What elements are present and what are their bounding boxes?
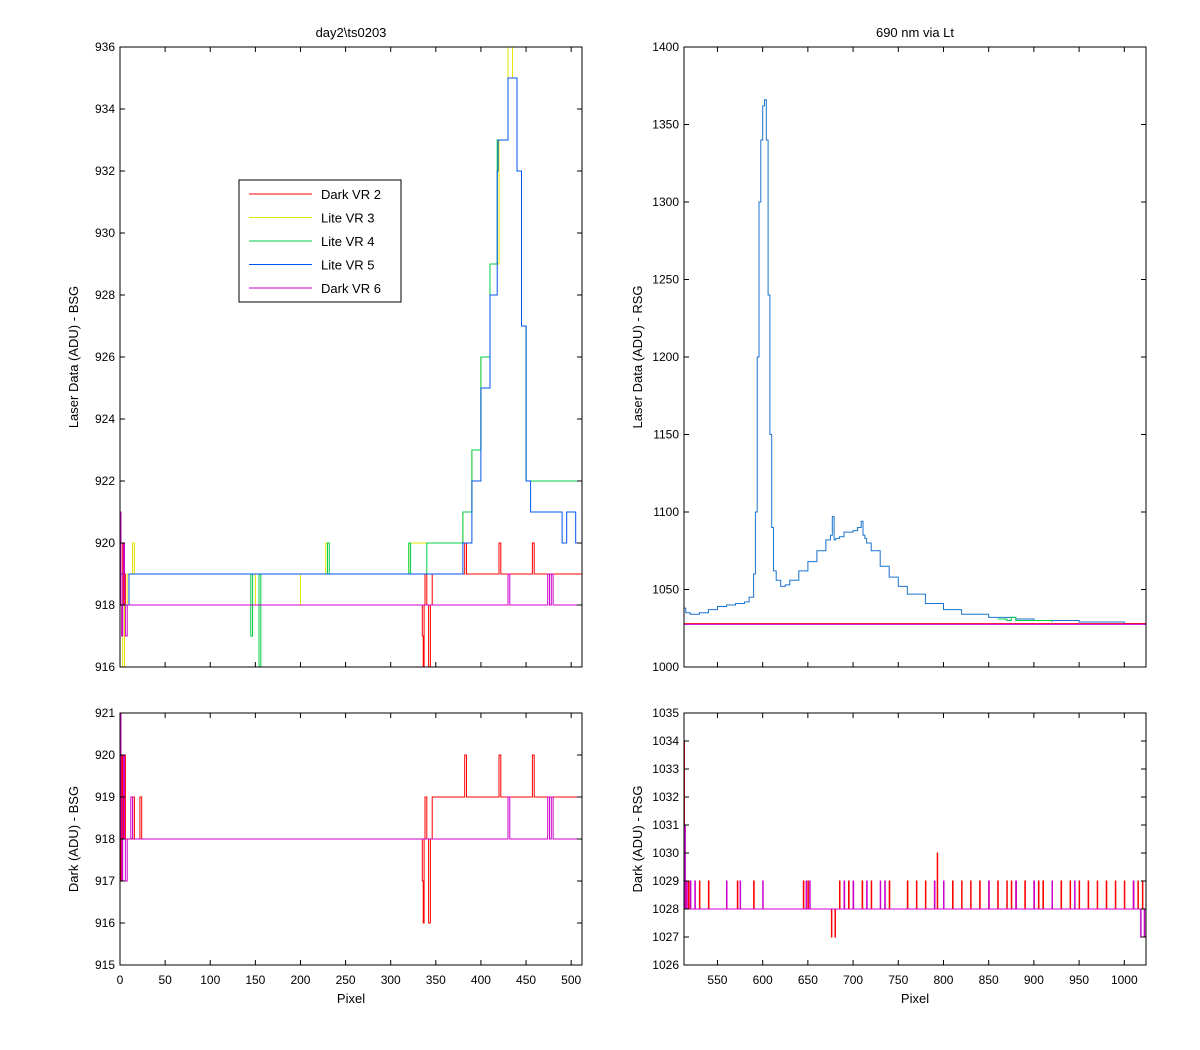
y-tick-label: 1026: [652, 958, 679, 972]
axes-frame: [683, 712, 1147, 966]
series-line-lite-vr-4: [997, 616, 1053, 622]
y-tick-label: 916: [95, 916, 115, 930]
x-tick-label: 550: [707, 973, 727, 987]
y-tick-label: 924: [95, 412, 115, 426]
y-tick-label: 1029: [652, 874, 679, 888]
y-axis-label: Dark (ADU) - BSG: [66, 786, 81, 892]
y-tick-label: 917: [95, 874, 115, 888]
y-tick-label: 916: [95, 660, 115, 674]
y-tick-label: 1032: [652, 790, 679, 804]
legend-label-lite-vr-5: Lite VR 5: [321, 258, 374, 273]
y-tick-label: 920: [95, 748, 115, 762]
x-tick-label: 400: [471, 973, 491, 987]
y-tick-label: 932: [95, 164, 115, 178]
x-axis-label: Pixel: [337, 991, 365, 1006]
y-tick-label: 1033: [652, 762, 679, 776]
x-tick-label: 350: [426, 973, 446, 987]
x-tick-label: 0: [117, 973, 124, 987]
series-line-lite-vr-5: [684, 99, 1146, 625]
y-tick-label: 1000: [652, 660, 679, 674]
chart-title: day2\ts0203: [316, 25, 387, 40]
series-group: [684, 740, 1146, 938]
series-line-dark-vr-6: [120, 511, 582, 637]
legend: Dark VR 2 Lite VR 3 Lite VR 4 Lite VR 5 Dark…: [238, 179, 402, 303]
y-tick-label: 1300: [652, 195, 679, 209]
x-tick-label: 900: [1024, 973, 1044, 987]
legend-label-lite-vr-3: Lite VR 3: [321, 211, 374, 226]
y-tick-label: 1034: [652, 734, 679, 748]
legend-label-lite-vr-4: Lite VR 4: [321, 234, 374, 249]
x-tick-label: 800: [933, 973, 953, 987]
y-tick-label: 1027: [652, 930, 679, 944]
y-tick-label: 918: [95, 598, 115, 612]
y-tick-label: 1030: [652, 846, 679, 860]
y-tick-label: 926: [95, 350, 115, 364]
y-tick-label: 1400: [652, 40, 679, 54]
y-tick-label: 1031: [652, 818, 679, 832]
y-tick-label: 922: [95, 474, 115, 488]
chart-title: 690 nm via Lt: [876, 25, 954, 40]
x-tick-label: 100: [200, 973, 220, 987]
x-tick-label: 600: [753, 973, 773, 987]
y-tick-label: 919: [95, 790, 115, 804]
y-tick-label: 936: [95, 40, 115, 54]
y-tick-label: 1035: [652, 706, 679, 720]
x-tick-label: 150: [245, 973, 265, 987]
x-tick-label: 450: [516, 973, 536, 987]
x-axis-label: Pixel: [901, 991, 929, 1006]
x-tick-label: 500: [561, 973, 581, 987]
x-tick-label: 650: [798, 973, 818, 987]
y-tick-label: 915: [95, 958, 115, 972]
series-line-lite-vr-5: [120, 77, 582, 606]
charts-layer: 916 918 920 922 924 926 928 930 932 934 936 day2\ts…: [66, 25, 1147, 1006]
x-tick-label: 50: [158, 973, 172, 987]
plot-area: [684, 713, 1146, 965]
x-tick-label: 750: [888, 973, 908, 987]
chart-bottom-right: 550 600 650 700 750 800 850 900 950 1000 1026 1027 1…: [630, 706, 1147, 1006]
legend-label-dark-vr-2: Dark VR 2: [321, 187, 381, 202]
series-line-dark-vr-6: [684, 824, 1146, 938]
x-tick-label: 200: [290, 973, 310, 987]
y-tick-label: 928: [95, 288, 115, 302]
y-axis-label: Dark (ADU) - RSG: [630, 786, 645, 893]
series-group: [684, 99, 1146, 625]
x-tick-label: 1000: [1111, 973, 1138, 987]
chart-bottom-left: 0 50 100 150 200 250 300 350 400 450 500 915 916 917 9…: [66, 706, 583, 1006]
y-tick-label: 921: [95, 706, 115, 720]
y-tick-label: 1028: [652, 902, 679, 916]
x-tick-label: 950: [1069, 973, 1089, 987]
chart-top-left: 916 918 920 922 924 926 928 930 932 934 936 day2\ts…: [66, 25, 583, 674]
y-tick-label: 920: [95, 536, 115, 550]
x-tick-label: 300: [381, 973, 401, 987]
x-tick-label: 700: [843, 973, 863, 987]
y-tick-label: 1150: [653, 428, 679, 442]
y-axis-label: Laser Data (ADU) - RSG: [630, 285, 645, 428]
legend-label-dark-vr-6: Dark VR 6: [321, 281, 381, 296]
y-tick-label: 918: [95, 832, 115, 846]
x-tick-label: 850: [979, 973, 999, 987]
y-axis-label: Laser Data (ADU) - BSG: [66, 286, 81, 428]
x-tick-label: 250: [336, 973, 356, 987]
y-tick-label: 1100: [653, 505, 679, 519]
chart-top-right: 1000 1050 1100 1150 1200 1250 1300 1350 1400 690 …: [630, 25, 1147, 674]
y-tick-label: 1350: [652, 118, 679, 132]
plot-area: [120, 47, 582, 667]
y-tick-label: 934: [95, 102, 115, 116]
y-tick-label: 1250: [652, 273, 679, 287]
y-tick-label: 1050: [652, 583, 679, 597]
y-tick-label: 1200: [652, 350, 679, 364]
y-tick-label: 930: [95, 226, 115, 240]
